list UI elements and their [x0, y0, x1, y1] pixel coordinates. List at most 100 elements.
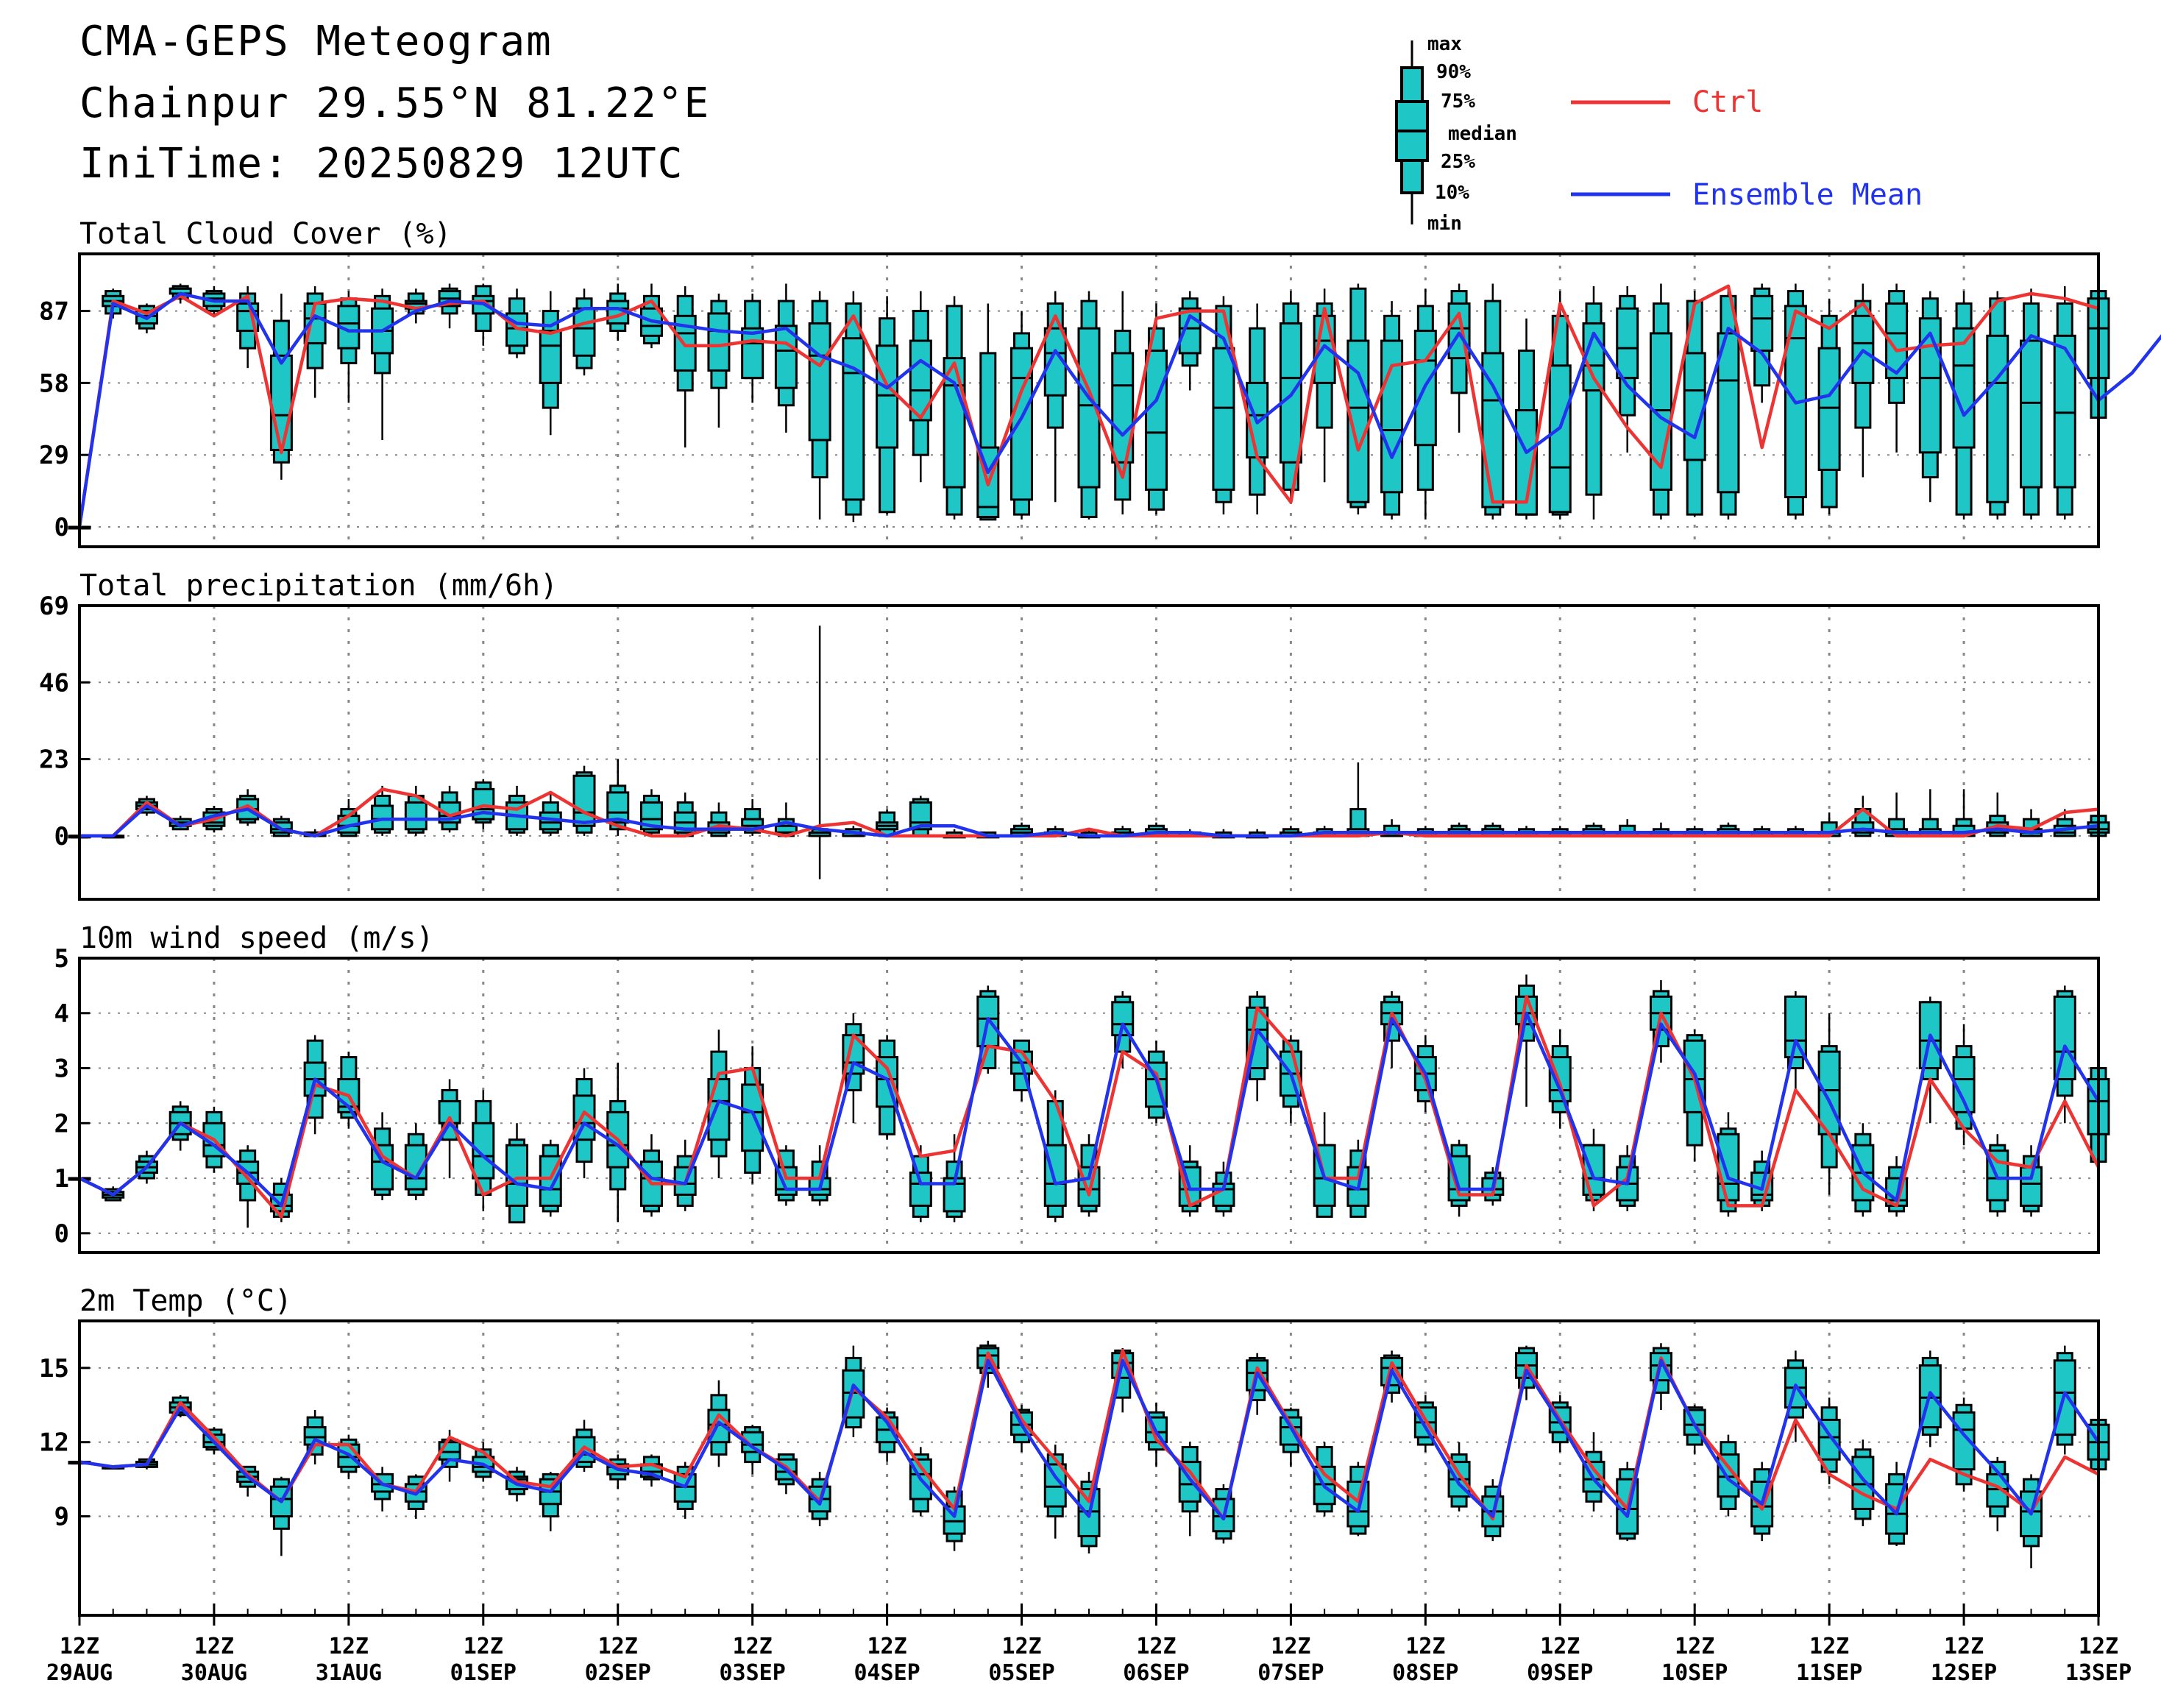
chart-panel-0: Total Cloud Cover (%) 0 29 58 87 [39, 217, 2161, 548]
box-plot [1885, 283, 1909, 453]
box-inner [1986, 334, 2009, 503]
box-plot [1918, 291, 1942, 503]
box-plot [1346, 283, 1370, 515]
x-tick-label-time: 12Z [194, 1634, 234, 1659]
x-tick-label-time: 12Z [1001, 1634, 1041, 1659]
box-inner [539, 330, 562, 384]
box-plot [2053, 286, 2076, 520]
box-inner [2053, 995, 2076, 1080]
box-plot [1851, 1439, 1875, 1526]
x-tick-label-time: 12Z [867, 1634, 907, 1659]
box-inner [1144, 350, 1168, 491]
y-tick-label: 0 [54, 1219, 69, 1249]
box-plot [1582, 286, 1605, 520]
gridlines [79, 604, 2098, 899]
box-plot [741, 293, 764, 403]
x-tick-label-time: 12Z [60, 1634, 99, 1659]
box-plot [1481, 283, 1505, 520]
legend-median-label: median [1448, 123, 1517, 145]
box-inner [572, 307, 596, 357]
x-tick-label-time: 12Z [2079, 1634, 2118, 1659]
box-plot [404, 1123, 427, 1200]
box-plot [943, 296, 966, 520]
legend-p25-label: 25% [1441, 151, 1475, 173]
x-tick-label-date: 05SEP [988, 1660, 1054, 1686]
box-inner [1717, 332, 1740, 494]
x-tick-label-time: 12Z [1405, 1634, 1445, 1659]
x-tick-label-date: 03SEP [720, 1660, 786, 1686]
box-plot [572, 765, 596, 836]
box-plot [404, 1474, 427, 1519]
box-plot [876, 809, 899, 837]
box-plot [1346, 762, 1370, 837]
box-plot [371, 785, 394, 836]
y-tick-label: 29 [39, 441, 69, 470]
box-plot [1144, 303, 1168, 515]
box-inner [842, 337, 865, 501]
box-plot [1111, 291, 1135, 515]
box-plot [1952, 789, 1976, 837]
x-tick-label-date: 10SEP [1661, 1660, 1728, 1686]
x-tick-label-date: 07SEP [1257, 1660, 1324, 1686]
x-tick-label-date: 02SEP [585, 1660, 651, 1686]
box-plot [1986, 291, 2009, 520]
x-tick-label-date: 11SEP [1796, 1660, 1862, 1686]
box-inner [572, 774, 596, 827]
box-plot [774, 1453, 798, 1495]
x-tick-label-time: 12Z [1944, 1634, 1984, 1659]
y-tick-label: 23 [39, 745, 69, 775]
box-inner [1616, 307, 1639, 380]
box-plot [1817, 1013, 1841, 1195]
box-inner [1717, 1133, 1740, 1202]
x-tick-label-time: 12Z [329, 1634, 369, 1659]
panel-title: 10m wind speed (m/s) [79, 921, 434, 955]
box-inner [774, 325, 798, 389]
chart-panel-2: 10m wind speed (m/s) 0 1 2 3 4 5 [54, 921, 2110, 1254]
x-tick-label-date: 08SEP [1392, 1660, 1458, 1686]
x-tick-label-date: 29AUG [46, 1660, 113, 1686]
y-tick-label: 87 [39, 297, 69, 327]
legend-mean-label: Ensemble Mean [1692, 178, 1923, 212]
box-plot [909, 795, 932, 837]
x-axis: 12Z29AUG12Z30AUG12Z31AUG12Z01SEP12Z02SEP… [46, 1604, 2132, 1686]
box-plot [337, 1434, 361, 1480]
box-plot [1178, 291, 1202, 391]
box-plot [337, 291, 361, 403]
box-inner [1817, 1050, 1841, 1135]
box-plot [808, 626, 831, 879]
box-plot [1986, 1456, 2009, 1531]
legend-min-label: min [1427, 213, 1462, 235]
box-plot [572, 288, 596, 376]
box-inner [1212, 347, 1235, 491]
box-plot [876, 296, 899, 515]
box-plot [438, 785, 461, 833]
x-tick-label-time: 12Z [1271, 1634, 1310, 1659]
box-inner [606, 791, 630, 824]
legend-p10-label: 10% [1435, 182, 1469, 204]
x-tick-label-date: 04SEP [854, 1660, 920, 1686]
box-plot [976, 303, 1000, 521]
location-label: Chainpur 29.55°N 81.22°E [79, 79, 711, 127]
box-plot [639, 283, 663, 349]
box-plot [808, 291, 831, 520]
box-plot [1380, 301, 1404, 520]
y-tick-label: 4 [54, 999, 69, 1029]
box-plot [1043, 291, 1067, 503]
box-plot [1784, 991, 1807, 1091]
box-inner [1952, 327, 1976, 449]
y-tick-label: 46 [39, 668, 69, 698]
ctrl-line [79, 787, 2099, 838]
legend-p75-label: 75% [1441, 91, 1475, 113]
x-tick-label-time: 12Z [1675, 1634, 1714, 1659]
box-plot [673, 286, 697, 448]
box-inner [1918, 317, 1942, 454]
panel-frame [78, 957, 2100, 1254]
box-plot [774, 802, 798, 837]
box-inner [876, 344, 899, 449]
y-tick-label: 58 [39, 369, 69, 398]
ctrl-line [77, 284, 2099, 528]
x-tick-label-date: 01SEP [450, 1660, 517, 1686]
box-plot [1246, 1353, 1269, 1415]
x-tick-label-date: 06SEP [1123, 1660, 1189, 1686]
